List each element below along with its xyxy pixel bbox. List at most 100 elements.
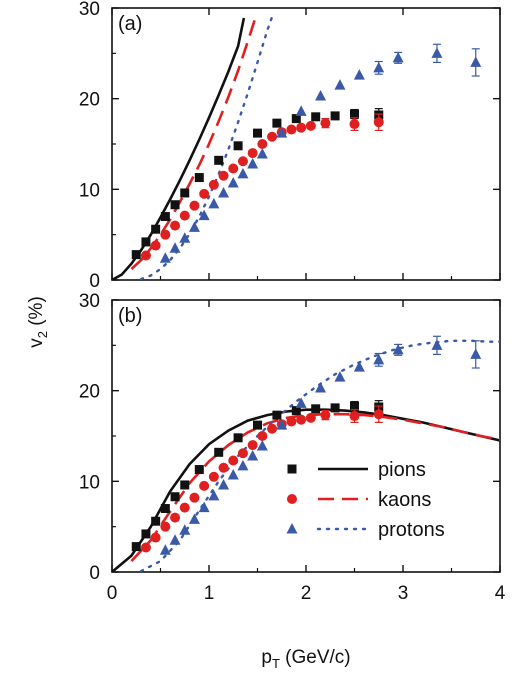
panel-label: (a) [118, 13, 142, 35]
legend-marker-pions [287, 464, 297, 474]
protons-point [334, 79, 346, 90]
protons-point [218, 478, 230, 490]
kaons-point [179, 502, 190, 513]
protons-point [470, 56, 482, 67]
kaons-point [140, 542, 151, 553]
pions-point [194, 465, 204, 475]
protons-point [431, 47, 443, 58]
kaons-point [218, 462, 229, 473]
kaons-point [150, 240, 161, 251]
pions-point [311, 404, 321, 414]
kaons-point [208, 471, 219, 482]
pions-model-curve [112, 408, 500, 572]
protons-point [247, 157, 259, 169]
protons-point [315, 89, 327, 101]
pions-point [170, 492, 180, 502]
protons-point [247, 449, 259, 461]
kaons-point [189, 200, 200, 211]
protons-point [198, 501, 210, 513]
kaons-point [199, 480, 210, 491]
protons-point [169, 242, 181, 253]
kaons-point [305, 120, 316, 131]
x-axis-title: pT (GeV/c) [261, 647, 350, 671]
pions-point [180, 188, 190, 198]
panel-a: 0 10 20 30 (a) [79, 0, 501, 292]
protons-point [198, 209, 210, 221]
pions-point [214, 447, 224, 457]
protons-point [470, 348, 482, 359]
x-axis-subscript: T [272, 656, 280, 671]
legend: pions kaons protons [286, 459, 445, 541]
protons-model-curve [139, 339, 500, 572]
kaons-point [247, 440, 258, 451]
kaons-point [237, 448, 248, 459]
kaons-point [373, 409, 384, 420]
y-tick-label: 30 [79, 291, 100, 312]
legend-marker-kaons [287, 494, 297, 504]
y-axis-subscript: 2 [35, 331, 50, 338]
x-tick-label: 1 [204, 583, 215, 604]
protons-point [315, 381, 327, 393]
pions-point [151, 516, 161, 526]
protons-point [353, 361, 365, 372]
pions-point [291, 114, 301, 124]
kaons-point [267, 423, 278, 434]
protons-point [295, 397, 307, 408]
protons-point [334, 371, 346, 382]
legend-marker-protons [286, 523, 298, 534]
protons-point [179, 524, 191, 535]
kaons-point [286, 124, 297, 135]
protons-point [276, 419, 288, 430]
legend-label-pions: pions [378, 459, 426, 481]
kaons-point [305, 412, 316, 423]
pions-point [291, 406, 301, 416]
legend-label-protons: protons [378, 519, 445, 541]
y-tick-label: 0 [89, 271, 100, 292]
kaons-point [189, 492, 200, 503]
protons-point [373, 353, 385, 365]
protons-point [276, 127, 288, 138]
pions-point [311, 112, 321, 122]
protons-point [208, 489, 220, 501]
kaons-model-curve [130, 412, 500, 562]
kaons-point [199, 188, 210, 199]
pions-point [233, 141, 243, 151]
kaons-point [247, 148, 258, 159]
kaons-point [140, 250, 151, 261]
protons-point [227, 468, 239, 480]
kaons-point [170, 220, 181, 231]
pions-model-curve [112, 17, 246, 280]
y-tick-label: 0 [89, 563, 100, 584]
kaons-point [218, 170, 229, 181]
protons-point [392, 343, 404, 355]
x-tick-label: 0 [107, 583, 118, 604]
protons-point [237, 459, 249, 471]
kaons-point [228, 163, 239, 174]
kaons-point [320, 410, 331, 421]
kaons-point [296, 122, 307, 133]
kaons-point [296, 414, 307, 425]
protons-point [169, 534, 181, 545]
kaons-point [373, 117, 384, 128]
protons-point [159, 544, 171, 555]
pions-point [253, 128, 262, 138]
pions-point [170, 200, 180, 210]
kaons-point [160, 229, 171, 240]
pions-point [330, 403, 340, 413]
kaons-point [179, 210, 190, 221]
protons-model-curve [139, 15, 274, 280]
pions-point [350, 401, 359, 411]
pions-point [233, 433, 243, 443]
kaons-point [208, 179, 219, 190]
y-tick-label: 10 [79, 180, 100, 201]
pions-point [160, 504, 170, 514]
protons-point [218, 186, 230, 198]
protons-point [295, 105, 307, 116]
x-tick-label: 2 [301, 583, 312, 604]
pions-point [272, 118, 282, 128]
pions-point [272, 410, 282, 420]
kaons-point [286, 416, 297, 427]
kaons-point [150, 532, 161, 543]
kaons-point [349, 119, 360, 130]
protons-point [227, 176, 239, 188]
